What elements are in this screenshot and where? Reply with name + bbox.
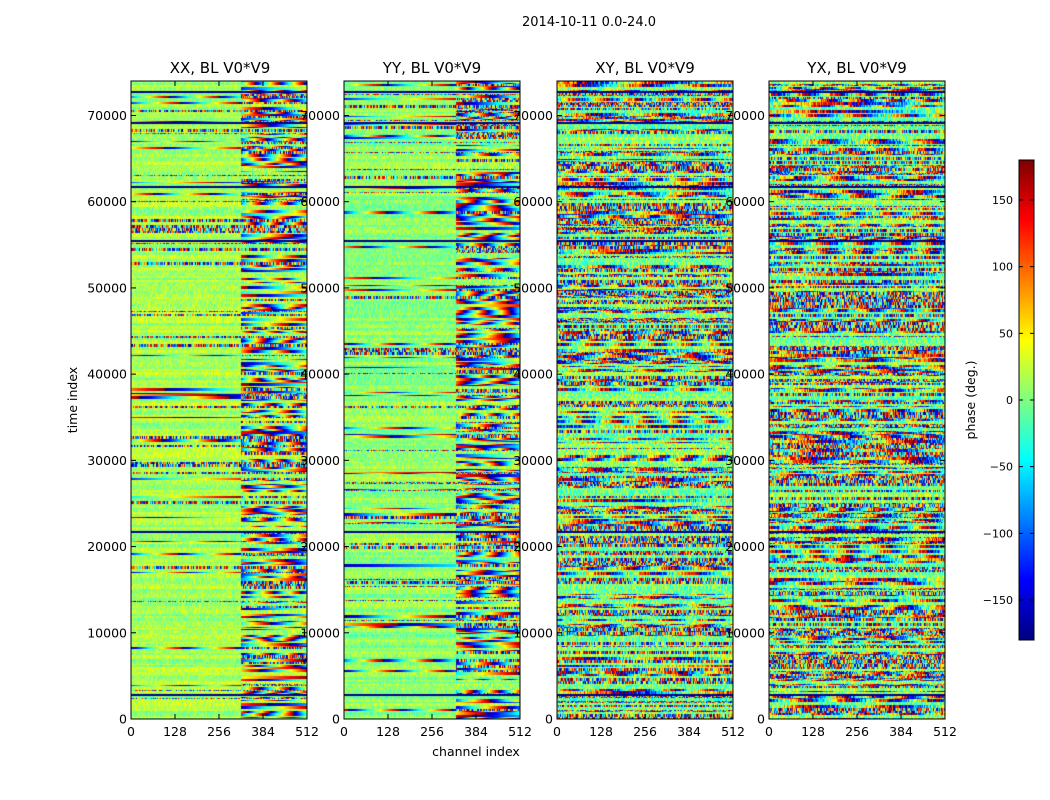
y-tick-label: 40000	[513, 367, 553, 382]
panel-title-xy: XY, BL V0*V9	[595, 59, 695, 77]
x-tick-label: 128	[801, 724, 825, 739]
y-tick-label: 30000	[725, 453, 765, 468]
y-tick-label: 30000	[513, 453, 553, 468]
y-tick-label: 60000	[513, 194, 553, 209]
x-tick-label: 512	[508, 724, 532, 739]
heatmap-image	[557, 81, 733, 719]
colorbar-tick-label: −150	[983, 594, 1013, 607]
x-tick-label: 0	[553, 724, 561, 739]
y-tick-label: 0	[332, 712, 340, 727]
y-tick-label: 40000	[300, 367, 340, 382]
y-tick-label: 60000	[87, 194, 127, 209]
panel-xy: XY, BL V0*V9 0 128 256 384 512 0 10000 20000 300…	[513, 59, 745, 739]
colorbar-tick-label: 100	[992, 261, 1013, 274]
x-tick-label: 512	[933, 724, 957, 739]
y-tick-label: 10000	[87, 625, 127, 640]
colorbar-tick-label: 0	[1006, 394, 1013, 407]
colorbar-tick-label: −100	[983, 527, 1013, 540]
panel-yx: YX, BL V0*V9 0 128 256 384 512 0 10000 20000 300…	[725, 59, 957, 739]
y-tick-label: 0	[757, 712, 765, 727]
panel-xx: XX, BL V0*V9 0 128 256 384 512 0 10000 20000 300…	[87, 59, 319, 739]
x-tick-label: 0	[765, 724, 773, 739]
y-tick-label: 40000	[725, 367, 765, 382]
x-tick-label: 512	[721, 724, 745, 739]
x-tick-label: 384	[251, 724, 275, 739]
x-tick-label: 0	[127, 724, 135, 739]
y-tick-label: 60000	[300, 194, 340, 209]
x-tick-label: 128	[376, 724, 400, 739]
y-tick-label: 60000	[725, 194, 765, 209]
colorbar-gradient	[1019, 160, 1034, 640]
panel-title-yx: YX, BL V0*V9	[806, 59, 907, 77]
x-tick-label: 384	[677, 724, 701, 739]
y-tick-label: 30000	[300, 453, 340, 468]
x-tick-label: 384	[464, 724, 488, 739]
colorbar: 150 100 50 0 −50 −100 −150	[983, 159, 1035, 641]
x-tick-label: 384	[889, 724, 913, 739]
colorbar-label: phase (deg.)	[963, 361, 978, 440]
x-tick-label: 256	[633, 724, 657, 739]
heatmap-image	[769, 81, 945, 719]
y-tick-label: 0	[119, 712, 127, 727]
y-tick-label: 20000	[513, 539, 553, 554]
x-tick-label: 256	[207, 724, 231, 739]
y-tick-label: 10000	[725, 625, 765, 640]
x-axis-label: channel index	[432, 744, 520, 759]
y-tick-label: 10000	[300, 625, 340, 640]
panel-title-yy: YY, BL V0*V9	[382, 59, 481, 77]
y-tick-label: 50000	[513, 280, 553, 295]
x-tick-label: 256	[845, 724, 869, 739]
panel-yy: YY, BL V0*V9 0 128 256 384 512 0 10000 20000 300…	[300, 59, 532, 739]
x-tick-label: 256	[420, 724, 444, 739]
y-tick-label: 50000	[300, 280, 340, 295]
colorbar-tick-label: −50	[990, 461, 1013, 474]
heatmap-image	[344, 81, 520, 719]
y-tick-label: 70000	[725, 108, 765, 123]
y-tick-label: 0	[545, 712, 553, 727]
colorbar-tick-label: 50	[999, 327, 1013, 340]
panel-title-xx: XX, BL V0*V9	[170, 59, 271, 77]
colorbar-tick-label: 150	[992, 194, 1013, 207]
x-tick-label: 128	[163, 724, 187, 739]
y-tick-label: 70000	[87, 108, 127, 123]
x-tick-label: 512	[295, 724, 319, 739]
x-tick-label: 128	[589, 724, 613, 739]
y-tick-label: 50000	[725, 280, 765, 295]
figure-suptitle: 2014-10-11 0.0-24.0	[522, 15, 656, 30]
y-tick-label: 40000	[87, 367, 127, 382]
y-axis-label: time index	[65, 367, 80, 433]
y-tick-label: 20000	[300, 539, 340, 554]
x-tick-label: 0	[340, 724, 348, 739]
y-tick-label: 20000	[725, 539, 765, 554]
y-tick-label: 50000	[87, 280, 127, 295]
y-tick-label: 20000	[87, 539, 127, 554]
y-tick-label: 10000	[513, 625, 553, 640]
heatmap-image	[131, 81, 307, 719]
y-tick-label: 70000	[513, 108, 553, 123]
y-tick-label: 70000	[300, 108, 340, 123]
y-tick-label: 30000	[87, 453, 127, 468]
